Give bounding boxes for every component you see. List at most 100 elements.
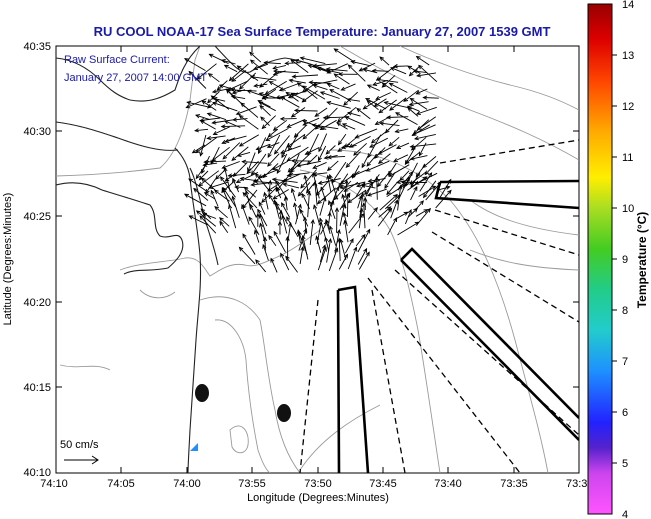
current-vector-head xyxy=(393,193,398,199)
current-vector xyxy=(219,221,229,234)
current-vector-head xyxy=(301,234,306,240)
current-vector-head xyxy=(199,151,204,157)
current-vector-head xyxy=(447,178,452,184)
current-vector xyxy=(327,155,346,158)
current-vector xyxy=(407,176,427,191)
current-vector xyxy=(320,221,328,235)
current-vector xyxy=(325,219,331,234)
colorbar-tick: 5 xyxy=(622,458,628,470)
current-vector-head xyxy=(409,144,415,149)
current-vector-head xyxy=(213,189,219,195)
current-vector-head xyxy=(324,218,330,224)
current-vector xyxy=(425,181,442,201)
current-vector xyxy=(325,145,336,155)
current-vector xyxy=(378,144,397,155)
current-vector xyxy=(262,244,269,261)
current-vector xyxy=(382,82,398,94)
current-vector xyxy=(365,182,373,197)
current-vector xyxy=(261,115,277,129)
current-vector xyxy=(403,89,419,102)
current-vector xyxy=(262,163,279,178)
current-vector xyxy=(414,133,436,140)
current-vector xyxy=(259,223,266,245)
current-vector xyxy=(340,181,366,189)
current-vector-head xyxy=(341,203,346,209)
current-vector xyxy=(294,203,298,220)
current-vector-head xyxy=(422,193,428,199)
current-vector xyxy=(201,100,217,111)
current-vector xyxy=(423,97,439,99)
current-vector-head xyxy=(339,185,345,190)
current-vector xyxy=(374,98,387,107)
current-vector xyxy=(353,142,368,156)
current-vector-head xyxy=(260,116,265,121)
current-vector-head xyxy=(212,97,218,102)
current-vector xyxy=(424,160,439,175)
current-vector-head xyxy=(326,101,332,106)
current-vector-head xyxy=(346,97,352,102)
current-vector-head xyxy=(231,156,237,161)
current-vector xyxy=(317,187,337,204)
current-vector xyxy=(231,89,257,92)
current-vector xyxy=(274,135,290,155)
current-vector xyxy=(314,107,328,117)
current-vector-head xyxy=(211,89,217,94)
current-vector xyxy=(327,175,332,192)
current-vector xyxy=(232,178,240,193)
current-vector-head xyxy=(390,66,396,72)
current-vector-head xyxy=(393,217,398,223)
current-vector-head xyxy=(318,217,324,223)
current-vector xyxy=(318,133,328,152)
current-vector xyxy=(384,101,410,109)
colorbar-tick: 7 xyxy=(622,356,628,368)
current-vector xyxy=(280,145,302,154)
current-vector-head xyxy=(308,80,314,85)
current-vector-head xyxy=(238,114,244,120)
current-vector-head xyxy=(268,81,274,86)
current-vector xyxy=(309,219,314,245)
current-vector xyxy=(415,164,426,177)
coastline-segment xyxy=(56,46,201,102)
current-vector xyxy=(328,248,338,272)
current-vector xyxy=(348,213,365,234)
x-tick-label: 73:40 xyxy=(434,478,462,490)
current-vector xyxy=(393,65,408,67)
current-vector-head xyxy=(377,159,383,164)
current-vector-head xyxy=(223,120,229,125)
current-vector xyxy=(270,258,278,273)
current-vector xyxy=(290,59,309,73)
current-vector-head xyxy=(310,218,315,224)
current-vector xyxy=(349,135,371,148)
current-vector xyxy=(188,178,207,192)
current-vector-head xyxy=(374,176,379,182)
current-vector-head xyxy=(362,105,368,110)
current-vector xyxy=(259,214,267,235)
current-vector-head xyxy=(257,149,262,155)
current-vector-head xyxy=(261,124,267,130)
current-vector-head xyxy=(322,115,328,120)
current-vector-head xyxy=(394,128,400,134)
current-vector-head xyxy=(303,227,308,233)
current-vector xyxy=(287,146,309,162)
contour-line xyxy=(229,425,249,454)
current-vector-head xyxy=(408,101,414,107)
current-vector-head xyxy=(258,201,263,207)
current-vector-head xyxy=(319,91,325,96)
current-vector-head xyxy=(409,97,415,103)
current-vector xyxy=(290,154,310,173)
current-vector xyxy=(294,59,309,64)
current-vector xyxy=(292,74,319,78)
current-vector-head xyxy=(215,175,220,180)
current-vector-head xyxy=(367,178,373,183)
current-vector xyxy=(287,118,306,128)
current-vector-head xyxy=(343,219,348,225)
current-vector xyxy=(193,188,209,201)
current-vector-head xyxy=(188,178,193,183)
current-vector xyxy=(184,58,206,71)
current-vector xyxy=(258,169,278,178)
current-vector-head xyxy=(203,192,209,197)
current-vector xyxy=(273,64,287,69)
current-vector xyxy=(379,194,398,211)
current-vector xyxy=(338,254,348,270)
current-vector xyxy=(294,124,307,138)
